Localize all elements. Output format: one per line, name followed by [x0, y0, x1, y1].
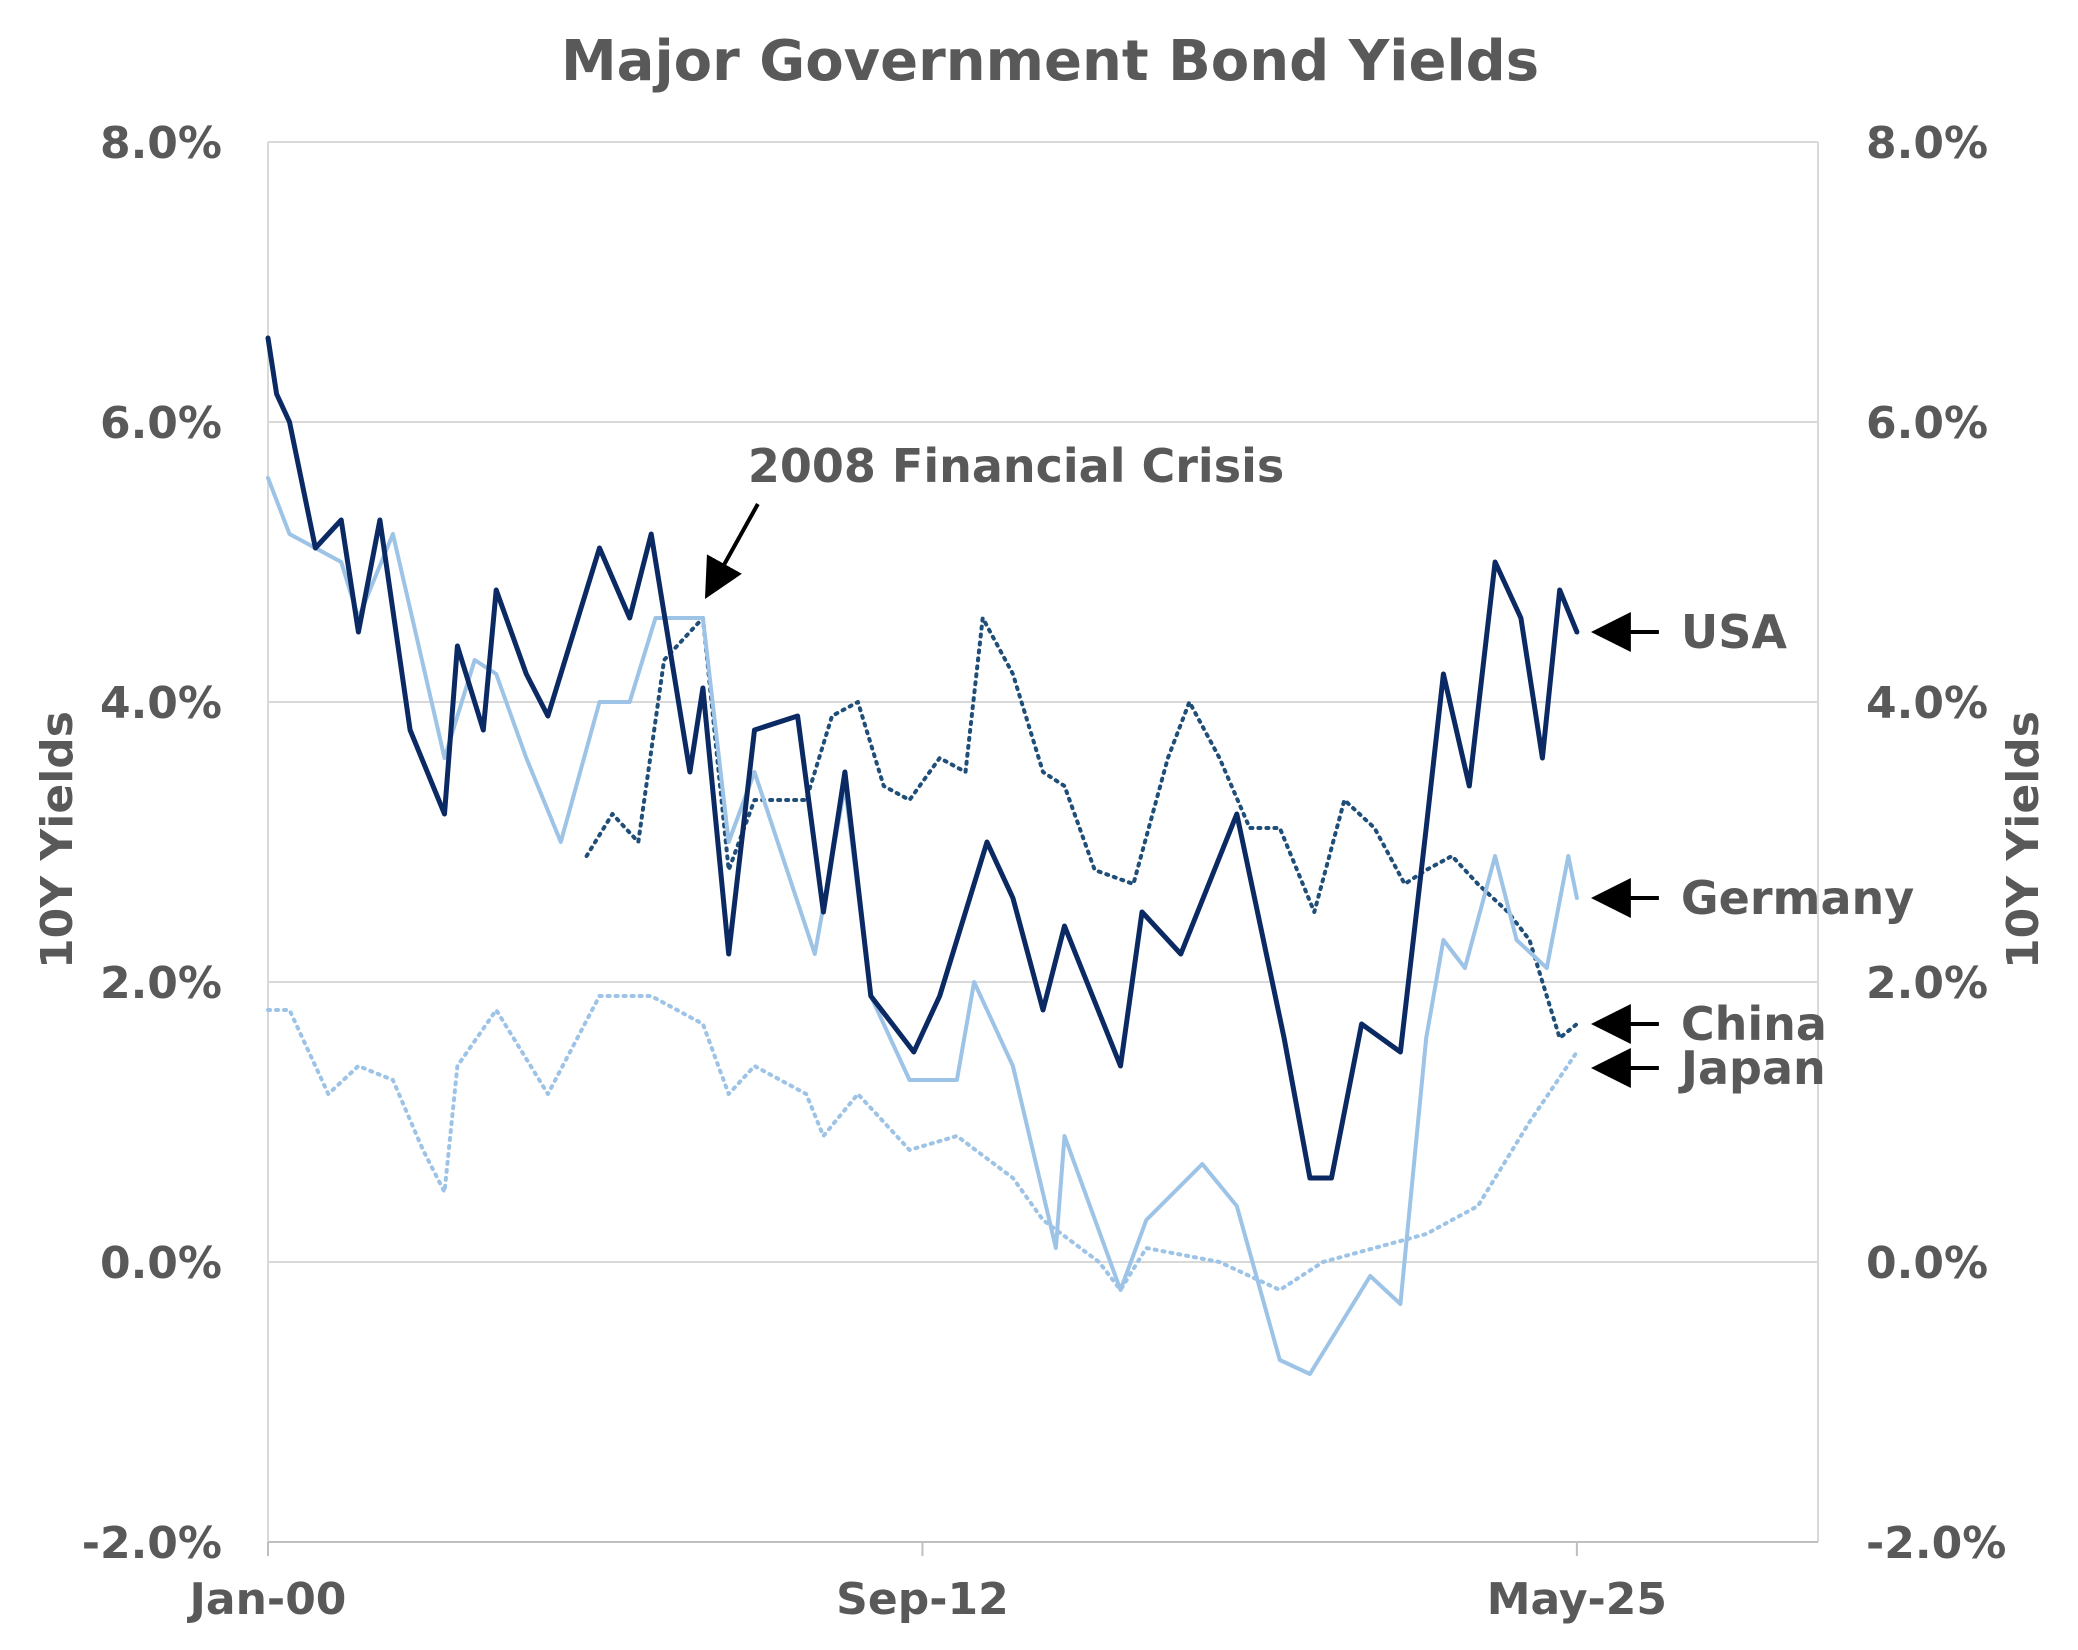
y-tick-label-right: 8.0% [1866, 118, 1988, 169]
japan-label: Japan [1678, 1041, 1826, 1095]
y-tick-label-left: 2.0% [100, 958, 222, 1009]
y-axis-left: -2.0% 0.0% 2.0% 4.0% 6.0% 8.0% [82, 118, 222, 1569]
germany-label: Germany [1681, 871, 1914, 925]
chart-title: Major Government Bond Yields [561, 29, 1539, 94]
crisis-annotation: 2008 Financial Crisis [748, 439, 1284, 493]
y-tick-label-right: 6.0% [1866, 398, 1988, 449]
usa-label: USA [1681, 605, 1787, 659]
series-germany-line [266, 476, 1579, 1376]
x-tick-label: Sep-12 [836, 1574, 1009, 1625]
y-tick-label-right: 0.0% [1866, 1238, 1988, 1289]
x-tick-label: Jan-00 [187, 1574, 347, 1625]
china-label: China [1681, 997, 1827, 1051]
annotations: 2008 Financial Crisis USA Germany ChinaJapa… [704, 439, 1914, 1095]
y-axis-right: -2.0% 0.0% 2.0% 4.0% 6.0% 8.0% [1866, 118, 2006, 1569]
y-tick-label-right: -2.0% [1866, 1518, 2006, 1569]
y-tick-label-right: 2.0% [1866, 958, 1988, 1009]
gridlines [267, 141, 1819, 1543]
crisis-arrow [704, 503, 760, 599]
y-tick-label-left: 8.0% [100, 118, 222, 169]
series-japan-line [266, 994, 1579, 1292]
y-tick-label-left: -2.0% [82, 1518, 222, 1569]
y-axis-left-title: 10Y Yields [32, 711, 83, 969]
y-tick-label-left: 6.0% [100, 398, 222, 449]
series-china-line [584, 616, 1579, 1040]
series-usa-line [265, 335, 1580, 1181]
y-tick-label-right: 4.0% [1866, 678, 1988, 729]
y-tick-label-left: 0.0% [100, 1238, 222, 1289]
x-tick-label: May-25 [1487, 1574, 1667, 1625]
y-axis-right-title: 10Y Yields [1998, 711, 2049, 969]
series-lines [265, 335, 1580, 1376]
x-axis: Jan-00 Sep-12 May-25 [187, 1541, 1818, 1625]
y-tick-label-left: 4.0% [100, 678, 222, 729]
